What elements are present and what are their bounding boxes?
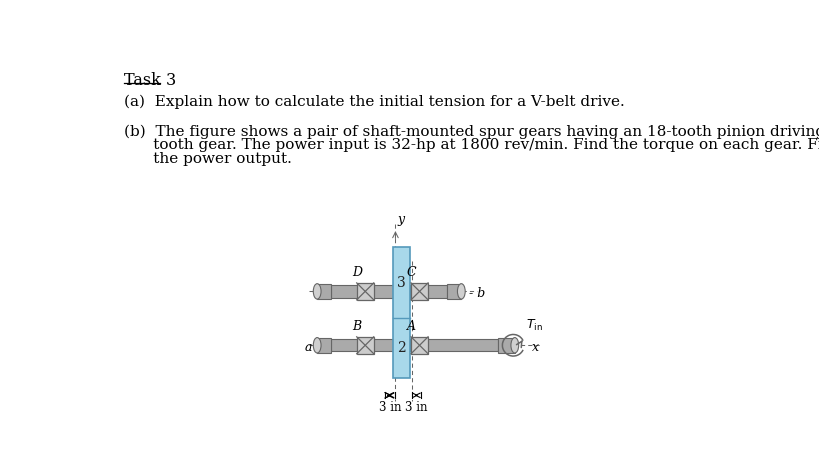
Text: B: B [351, 320, 361, 333]
Bar [497, 338, 514, 353]
Bar [331, 285, 392, 298]
Text: 2: 2 [396, 341, 405, 355]
Text: Task 3: Task 3 [124, 72, 176, 89]
Bar [356, 283, 373, 300]
Bar [410, 283, 428, 300]
Text: (b)  The figure shows a pair of shaft-mounted spur gears having an 18-tooth pini: (b) The figure shows a pair of shaft-mou… [124, 124, 819, 138]
Bar [317, 284, 331, 299]
Text: tooth gear. The power input is 32-hp at 1800 rev/min. Find the torque on each ge: tooth gear. The power input is 32-hp at … [124, 138, 819, 152]
Text: a: a [305, 341, 312, 354]
Bar [317, 338, 331, 353]
Text: - b: - b [468, 287, 485, 300]
Text: C: C [405, 266, 415, 279]
Text: y: y [396, 213, 404, 226]
Bar [392, 247, 410, 378]
Text: 3 in: 3 in [378, 401, 400, 414]
Bar [410, 339, 497, 351]
Bar [410, 285, 447, 298]
Bar [331, 339, 392, 351]
Ellipse shape [313, 338, 321, 353]
Text: x: x [532, 341, 538, 354]
Text: (a)  Explain how to calculate the initial tension for a V-belt drive.: (a) Explain how to calculate the initial… [124, 95, 624, 109]
Text: A: A [406, 320, 415, 333]
Text: D: D [351, 266, 361, 279]
Bar [356, 337, 373, 354]
Ellipse shape [313, 284, 321, 299]
Bar [410, 337, 428, 354]
Bar [447, 284, 461, 299]
Ellipse shape [457, 284, 464, 299]
Text: 3 in: 3 in [405, 401, 427, 414]
Text: $T_{\mathregular{in}}$: $T_{\mathregular{in}}$ [526, 318, 542, 333]
Ellipse shape [510, 338, 518, 353]
Text: the power output.: the power output. [124, 152, 292, 166]
Text: 3: 3 [396, 276, 405, 290]
